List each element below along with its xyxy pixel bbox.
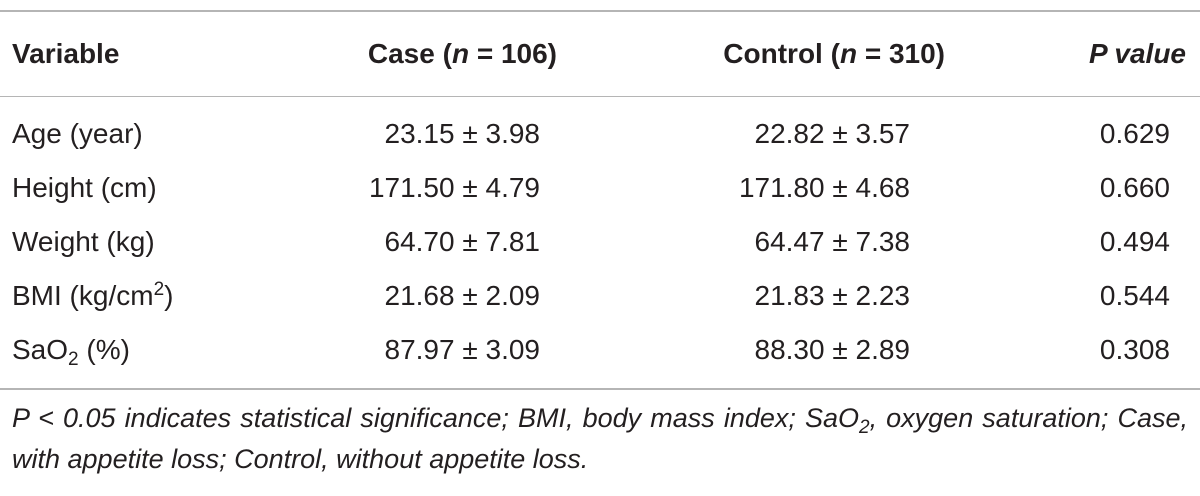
row-label-superscript: 2 bbox=[153, 279, 165, 300]
row-label-text: BMI (kg/cm bbox=[12, 280, 154, 311]
header-case-n: n bbox=[451, 38, 470, 69]
row-label-suffix: (%) bbox=[78, 334, 130, 365]
row-label: Weight (kg) bbox=[12, 226, 155, 257]
row-p-value: 0.660 bbox=[1099, 172, 1170, 203]
footnote-subscript: 2 bbox=[858, 417, 870, 438]
row-label: SaO2 (%) bbox=[12, 328, 312, 372]
table-footnote: P < 0.05 indicates statistical significa… bbox=[12, 398, 1188, 480]
table-row: Height (cm) 171.50 ± 4.79 171.80 ± 4.68 … bbox=[0, 166, 1200, 210]
header-control-prefix: Control ( bbox=[723, 38, 840, 69]
table-row: SaO2 (%) 87.97 ± 3.09 88.30 ± 2.89 0.308 bbox=[0, 328, 1200, 372]
row-case-value: 64.70 ± 7.81 bbox=[384, 226, 541, 257]
header-control-suffix: = 310) bbox=[857, 38, 945, 69]
header-control: Control (n = 310) bbox=[640, 32, 945, 76]
header-variable: Variable bbox=[12, 38, 120, 69]
row-control-value: 88.30 ± 2.89 bbox=[754, 334, 911, 365]
row-case-value: 21.68 ± 2.09 bbox=[384, 280, 541, 311]
header-case: Case (n = 106) bbox=[300, 32, 557, 76]
table-header-rule bbox=[0, 96, 1200, 97]
row-label-text: SaO bbox=[12, 334, 69, 365]
table-row: BMI (kg/cm2) 21.68 ± 2.09 21.83 ± 2.23 0… bbox=[0, 274, 1200, 318]
header-case-suffix: = 106) bbox=[469, 38, 557, 69]
header-p-value: P value bbox=[1088, 38, 1186, 69]
row-label: Age (year) bbox=[12, 118, 143, 149]
row-control-value: 21.83 ± 2.23 bbox=[754, 280, 911, 311]
footnote-text-continued: , oxygen saturation; Case, with appetite… bbox=[12, 403, 1188, 474]
row-case-value: 87.97 ± 3.09 bbox=[384, 334, 541, 365]
row-control-value: 64.47 ± 7.38 bbox=[754, 226, 911, 257]
table-header-row: Variable Case (n = 106) Control (n = 310… bbox=[0, 32, 1200, 76]
row-case-value: 171.50 ± 4.79 bbox=[368, 172, 540, 203]
row-label-subscript: 2 bbox=[68, 349, 79, 370]
row-label: Height (cm) bbox=[12, 172, 157, 203]
footnote-text: P < 0.05 indicates statistical significa… bbox=[12, 403, 859, 433]
table-row: Age (year) 23.15 ± 3.98 22.82 ± 3.57 0.6… bbox=[0, 112, 1200, 156]
table-top-rule bbox=[0, 10, 1200, 12]
header-case-prefix: Case ( bbox=[367, 38, 452, 69]
row-p-value: 0.629 bbox=[1099, 118, 1170, 149]
row-p-value: 0.308 bbox=[1099, 334, 1170, 365]
row-control-value: 171.80 ± 4.68 bbox=[738, 172, 910, 203]
header-control-n: n bbox=[839, 38, 858, 69]
row-label-suffix: ) bbox=[164, 280, 174, 311]
row-control-value: 22.82 ± 3.57 bbox=[754, 118, 911, 149]
row-p-value: 0.544 bbox=[1099, 280, 1170, 311]
row-p-value: 0.494 bbox=[1099, 226, 1170, 257]
row-case-value: 23.15 ± 3.98 bbox=[384, 118, 541, 149]
row-label: BMI (kg/cm2) bbox=[12, 274, 312, 318]
table-row: Weight (kg) 64.70 ± 7.81 64.47 ± 7.38 0.… bbox=[0, 220, 1200, 264]
table-bottom-rule bbox=[0, 388, 1200, 390]
